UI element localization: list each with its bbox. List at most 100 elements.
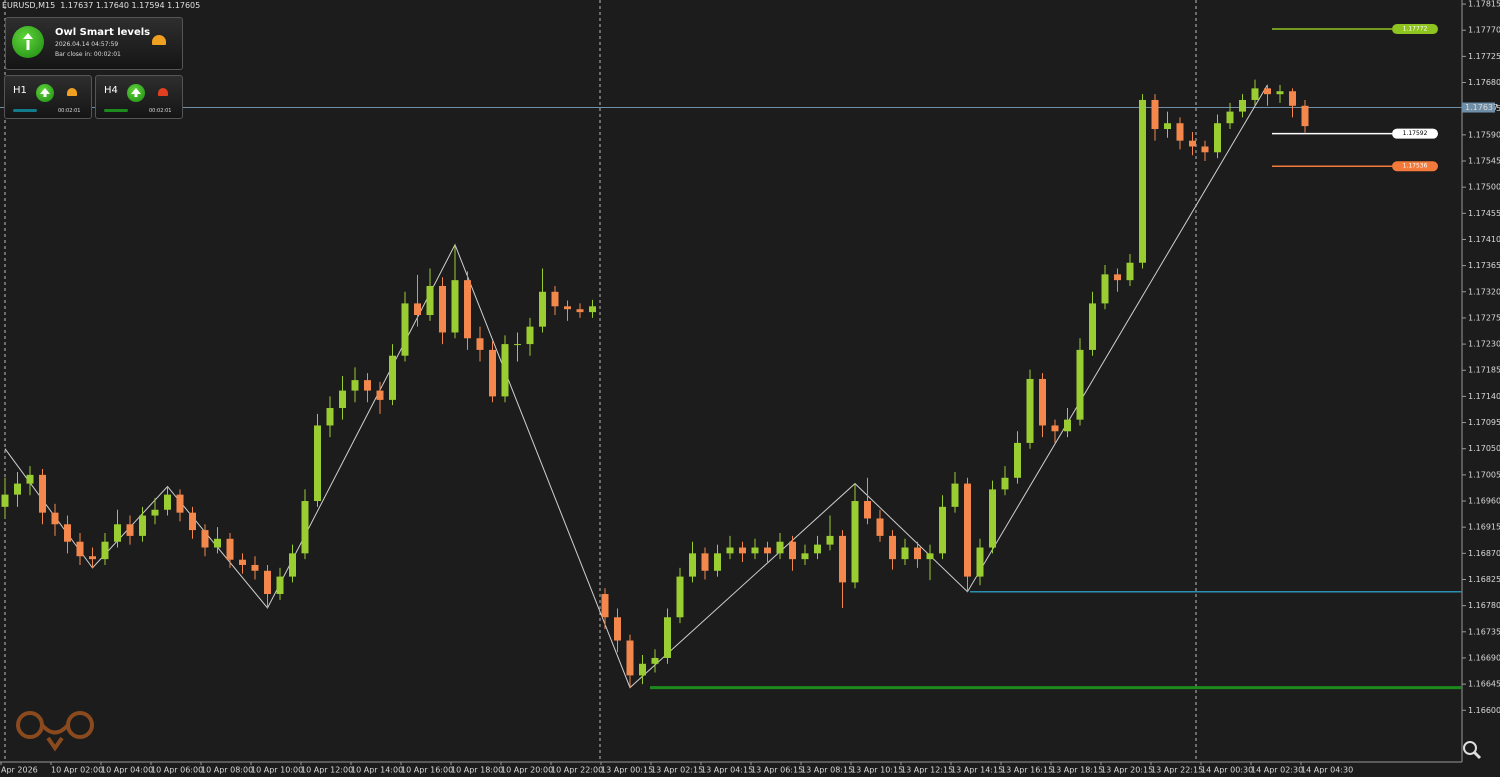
candle-body [1189, 140, 1196, 147]
y-tick-label: 1.17320 [1468, 287, 1500, 296]
y-tick-label: 1.16915 [1468, 523, 1500, 532]
candle-body [339, 390, 346, 409]
zoom-icon[interactable] [1463, 741, 1482, 760]
y-tick-label: 1.17725 [1468, 52, 1500, 61]
x-tick-label: 13 Apr 04:15 [701, 766, 753, 775]
candle-body [1101, 274, 1109, 304]
candle-body [989, 489, 996, 548]
x-tick-label: 10 Apr 02:00 [51, 766, 103, 775]
x-tick-label: 13 Apr 06:15 [751, 766, 803, 775]
candle-body [264, 570, 271, 595]
y-tick-label: 1.17050 [1468, 444, 1500, 453]
x-tick-label: 10 Apr 12:00 [301, 766, 353, 775]
candle-body [639, 663, 646, 676]
candle-body [1289, 91, 1296, 106]
y-tick-label: 1.17410 [1468, 235, 1500, 244]
timeframe-h4: H4 00:02:01 [95, 75, 183, 119]
candle-body [439, 285, 446, 333]
candle-body [389, 355, 396, 400]
candle-body [414, 303, 421, 316]
y-tick-label: 1.17230 [1468, 340, 1500, 349]
timeframe-name: H4 [104, 85, 118, 96]
candle-body [89, 556, 96, 560]
candle-body [614, 617, 621, 641]
candle-body [1264, 88, 1271, 95]
candle-body [1139, 99, 1146, 263]
candle-body [1226, 111, 1234, 124]
x-tick-label: 10 Apr 14:00 [351, 766, 403, 775]
candle-body [1051, 425, 1059, 432]
level-label-box [1392, 161, 1438, 172]
candle-body [376, 390, 384, 400]
timeframe-timer: 00:02:01 [58, 108, 81, 114]
y-tick-label: 1.17680 [1468, 78, 1500, 87]
candle-body [864, 501, 871, 519]
y-tick-label: 1.17545 [1468, 157, 1500, 166]
candle-body [501, 344, 509, 397]
trend-up-icon [36, 84, 54, 102]
candle-body [251, 564, 259, 571]
candle-body [101, 541, 109, 560]
y-tick-label: 1.17185 [1468, 366, 1500, 375]
candle-body [201, 530, 209, 548]
x-tick-label: 13 Apr 10:15 [851, 766, 903, 775]
y-tick-label: 1.17140 [1468, 392, 1500, 401]
candle-body [976, 547, 984, 577]
candle-body [76, 541, 84, 557]
candle-body [176, 494, 184, 513]
candle-body [39, 474, 46, 513]
candle-body [139, 515, 146, 536]
current-price-label: 1.17637 [1465, 103, 1498, 112]
candle-body [239, 559, 246, 565]
timeframe-timer: 00:02:01 [149, 108, 172, 114]
x-tick-label: 13 Apr 14:15 [951, 766, 1003, 775]
candle-body [964, 483, 971, 577]
y-tick-label: 1.16780 [1468, 601, 1500, 610]
x-tick-label: 14 Apr 02:30 [1251, 766, 1303, 775]
candle-body [1164, 123, 1171, 130]
candle-body [301, 501, 309, 554]
candle-body [1, 494, 9, 507]
y-tick-label: 1.16960 [1468, 497, 1500, 506]
candle-body [939, 506, 946, 554]
candle-body [51, 512, 59, 525]
candle-body [1201, 146, 1209, 153]
y-tick-label: 1.17455 [1468, 209, 1500, 218]
alarm-icon [158, 88, 168, 96]
x-tick-label: 10 Apr 18:00 [451, 766, 503, 775]
panel-bar-close: Bar close in: 00:02:01 [55, 51, 121, 58]
candle-body [901, 547, 909, 560]
candle-body [1001, 477, 1009, 490]
candle-body [551, 291, 559, 307]
candle-body [1176, 123, 1184, 141]
candle-body [801, 553, 809, 560]
candle-body [664, 617, 671, 658]
candle-body [189, 512, 196, 531]
candle-body [1014, 442, 1021, 478]
candle-body [426, 285, 434, 316]
y-tick-label: 1.16825 [1468, 575, 1500, 584]
timeframe-name: H1 [13, 85, 27, 96]
candle-body [1114, 274, 1121, 281]
candle-body [476, 338, 484, 350]
candle-body [1076, 349, 1084, 420]
alarm-icon [67, 88, 77, 96]
candle-body [1089, 303, 1096, 350]
x-tick-label: 10 Apr 16:00 [401, 766, 453, 775]
candle-body [951, 483, 959, 507]
candle-body [564, 306, 571, 310]
candle-body [701, 553, 709, 571]
y-tick-label: 1.16870 [1468, 549, 1500, 558]
candle-body [789, 541, 796, 560]
candle-body [876, 518, 884, 536]
candle-body [289, 553, 296, 577]
candle-body [1239, 99, 1246, 112]
panel-time: 2026.04.14 04:57:59 [55, 41, 119, 48]
x-tick-label: 10 Apr 20:00 [501, 766, 553, 775]
panel-title: Owl Smart levels [55, 27, 151, 38]
symbol-header: EURUSD,M15 1.17637 1.17640 1.17594 1.176… [2, 1, 201, 10]
x-tick-label: 13 Apr 20:15 [1101, 766, 1153, 775]
candle-body [26, 474, 34, 484]
